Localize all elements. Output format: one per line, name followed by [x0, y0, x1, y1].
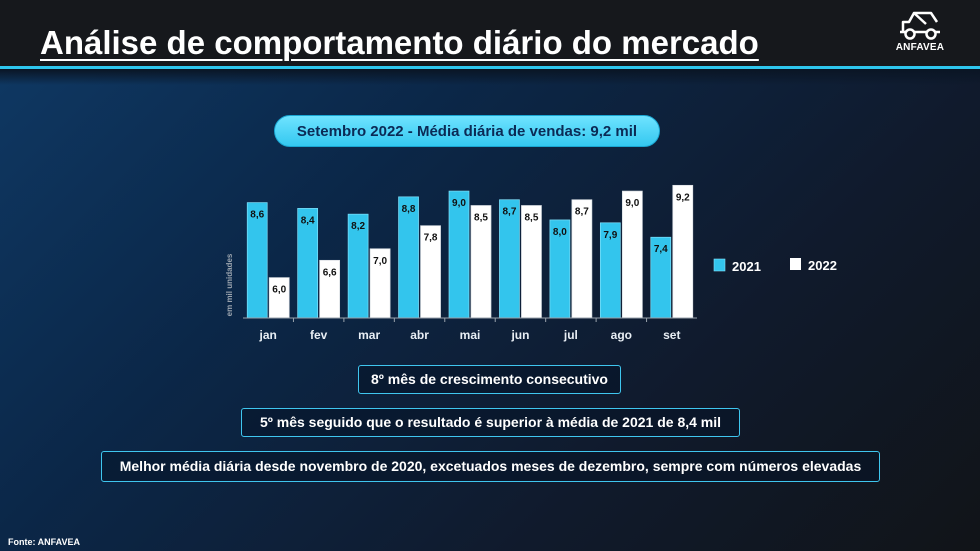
bar-2021-mai [448, 190, 470, 319]
value-label-2022-jun: 8,5 [524, 213, 538, 224]
x-tick-set: set [663, 328, 680, 342]
x-tick-ago: ago [611, 328, 632, 342]
value-label-2022-fev: 6,6 [323, 267, 337, 278]
header-accent-line [0, 66, 980, 69]
x-tick-labels-group: jan fev mar abr mai jun jul ago set [259, 318, 680, 342]
y-axis-label: em mil unidades [225, 253, 234, 316]
x-tick-abr: abr [410, 328, 429, 342]
bars-group [246, 184, 694, 319]
x-tick-jun: jun [510, 328, 529, 342]
value-label-2021-abr: 8,8 [402, 204, 416, 215]
car-logo-icon [900, 11, 940, 40]
bar-2021-abr [398, 196, 419, 319]
highlight-box-1: 8º mês de crescimento consecutivo [358, 365, 621, 394]
highlight-box-2: 5º mês seguido que o resultado é superio… [241, 408, 740, 437]
x-tick-mai: mai [460, 328, 481, 342]
legend-label-2022: 2022 [808, 258, 837, 273]
value-label-2022-mai: 8,5 [474, 213, 488, 224]
value-label-2022-jul: 8,7 [575, 207, 589, 218]
value-label-2021-jun: 8,7 [502, 207, 516, 218]
x-tick-jul: jul [563, 328, 578, 342]
value-label-2021-ago: 7,9 [603, 230, 617, 241]
x-tick-fev: fev [310, 328, 328, 342]
value-label-2021-mar: 8,2 [351, 221, 365, 232]
x-tick-jan: jan [259, 328, 277, 342]
value-label-2021-fev: 8,4 [301, 215, 315, 226]
value-label-2021-set: 7,4 [654, 244, 668, 255]
value-label-2022-abr: 7,8 [424, 233, 438, 244]
page-title: Análise de comportamento diário do merca… [40, 24, 759, 61]
value-label-2021-mai: 9,0 [452, 198, 466, 209]
x-tick-mar: mar [358, 328, 380, 342]
summary-pill: Setembro 2022 - Média diária de vendas: … [274, 115, 660, 147]
value-labels-group: 8,6 6,0 8,4 6,6 8,2 7,0 8,8 7,8 9,0 8,5 8,7 8,5 8,0 8… [250, 192, 690, 295]
bar-2022-set [672, 184, 694, 319]
legend-swatch-2021 [713, 258, 726, 272]
header-shadow [0, 69, 980, 85]
anfavea-logo: ANFAVEA [894, 6, 946, 58]
value-label-2021-jul: 8,0 [553, 227, 567, 238]
bar-2022-ago [621, 190, 643, 319]
value-label-2022-ago: 9,0 [625, 198, 639, 209]
value-label-2022-mar: 7,0 [373, 256, 387, 267]
value-label-2021-jan: 8,6 [250, 210, 264, 221]
source-note: Fonte: ANFAVEA [8, 537, 80, 547]
legend-swatch-2022 [790, 258, 801, 270]
value-label-2022-jan: 6,0 [272, 285, 286, 296]
legend-label-2021: 2021 [732, 259, 761, 274]
highlight-box-3: Melhor média diária desde novembro de 20… [101, 451, 880, 482]
header-bar [0, 0, 980, 66]
value-label-2022-set: 9,2 [676, 192, 690, 203]
logo-text: ANFAVEA [895, 42, 945, 53]
legend: 2021 2022 [713, 258, 837, 274]
